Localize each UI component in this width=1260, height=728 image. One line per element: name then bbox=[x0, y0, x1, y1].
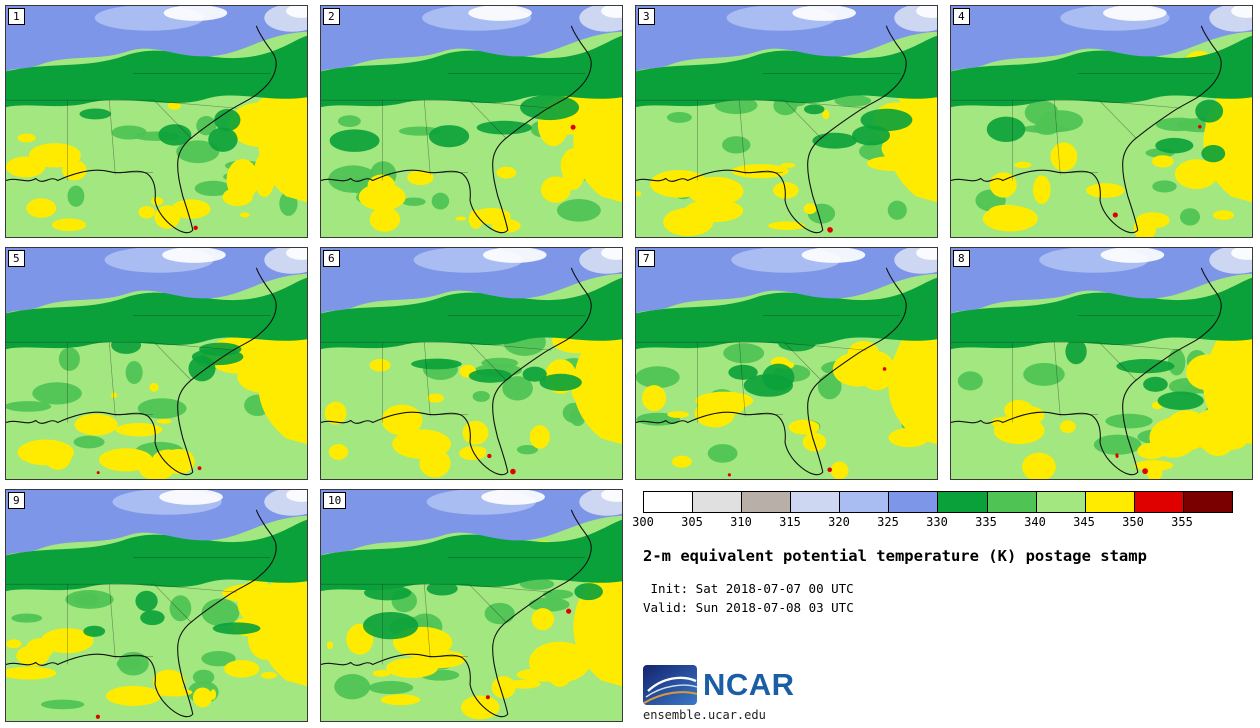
panel-number: 7 bbox=[638, 250, 655, 267]
colorbar-tick-label: 315 bbox=[779, 515, 801, 529]
map-panel: 3 bbox=[635, 5, 938, 238]
colorbar-segment bbox=[1036, 492, 1086, 512]
colorbar-tick-label: 330 bbox=[926, 515, 948, 529]
colorbar-segment bbox=[1134, 492, 1184, 512]
theta-e-map bbox=[6, 490, 307, 721]
panel-number: 6 bbox=[323, 250, 340, 267]
panel-number: 9 bbox=[8, 492, 25, 509]
time-info: Init: Sat 2018-07-07 00 UTC Valid: Sun 2… bbox=[643, 579, 1253, 618]
colorbar-segment bbox=[938, 492, 988, 512]
map-panel: 5 bbox=[5, 247, 308, 480]
colorbar-tick-label: 350 bbox=[1122, 515, 1144, 529]
map-panel: 6 bbox=[320, 247, 623, 480]
panel-number: 10 bbox=[323, 492, 347, 509]
theta-e-map bbox=[321, 490, 622, 721]
ncar-logo-icon bbox=[643, 665, 697, 705]
colorbar-ticks: 300 305 310 315 320 325 330 335 340 345 350 355 bbox=[632, 513, 1243, 530]
panel-number: 4 bbox=[953, 8, 970, 25]
colorbar-tick-label: 325 bbox=[877, 515, 899, 529]
init-time: Init: Sat 2018-07-07 00 UTC bbox=[650, 581, 854, 596]
panel-number: 3 bbox=[638, 8, 655, 25]
colorbar-segment bbox=[1085, 492, 1135, 512]
panel-number: 2 bbox=[323, 8, 340, 25]
colorbar-tick-label: 335 bbox=[975, 515, 997, 529]
colorbar-tick-label: 355 bbox=[1171, 515, 1193, 529]
colorbar-segment bbox=[791, 492, 841, 512]
theta-e-map bbox=[951, 248, 1252, 479]
colorbar-tick-label: 300 bbox=[632, 515, 654, 529]
colorbar-segment bbox=[644, 492, 694, 512]
map-panel: 1 bbox=[5, 5, 308, 238]
map-panel: 4 bbox=[950, 5, 1253, 238]
legend-area: 300 305 310 315 320 325 330 335 340 345 350 355 2-m… bbox=[632, 489, 1253, 722]
site-url: ensemble.ucar.edu bbox=[643, 708, 766, 722]
map-panel: 2 bbox=[320, 5, 623, 238]
theta-e-map bbox=[6, 6, 307, 237]
colorbar-tick-label: 320 bbox=[828, 515, 850, 529]
colorbar-segment bbox=[987, 492, 1037, 512]
ncar-logo-text: NCAR bbox=[703, 667, 795, 702]
theta-e-map bbox=[636, 6, 937, 237]
theta-e-map bbox=[321, 248, 622, 479]
map-panel: 9 bbox=[5, 489, 308, 722]
colorbar-tick-label: 340 bbox=[1024, 515, 1046, 529]
valid-time: Valid: Sun 2018-07-08 03 UTC bbox=[643, 600, 854, 616]
theta-e-map bbox=[321, 6, 622, 237]
colorbar-segment bbox=[742, 492, 792, 512]
panel-number: 5 bbox=[8, 250, 25, 267]
map-panel: 8 bbox=[950, 247, 1253, 480]
figure-title: 2-m equivalent potential temperature (K)… bbox=[643, 547, 1147, 565]
theta-e-map bbox=[951, 6, 1252, 237]
panel-number: 1 bbox=[8, 8, 25, 25]
panel-number: 8 bbox=[953, 250, 970, 267]
colorbar-tick-label: 305 bbox=[681, 515, 703, 529]
colorbar-tick-label: 310 bbox=[730, 515, 752, 529]
map-panel: 7 bbox=[635, 247, 938, 480]
ncar-branding: NCAR ensemble.ucar.edu bbox=[643, 665, 795, 722]
colorbar-segment bbox=[889, 492, 939, 512]
colorbar-tick-label: 345 bbox=[1073, 515, 1095, 529]
colorbar-segment bbox=[840, 492, 890, 512]
theta-e-map bbox=[636, 248, 937, 479]
colorbar-segment bbox=[693, 492, 743, 512]
theta-e-map bbox=[6, 248, 307, 479]
colorbar bbox=[643, 491, 1233, 513]
colorbar-segment bbox=[1183, 492, 1232, 512]
map-panel: 10 bbox=[320, 489, 623, 722]
